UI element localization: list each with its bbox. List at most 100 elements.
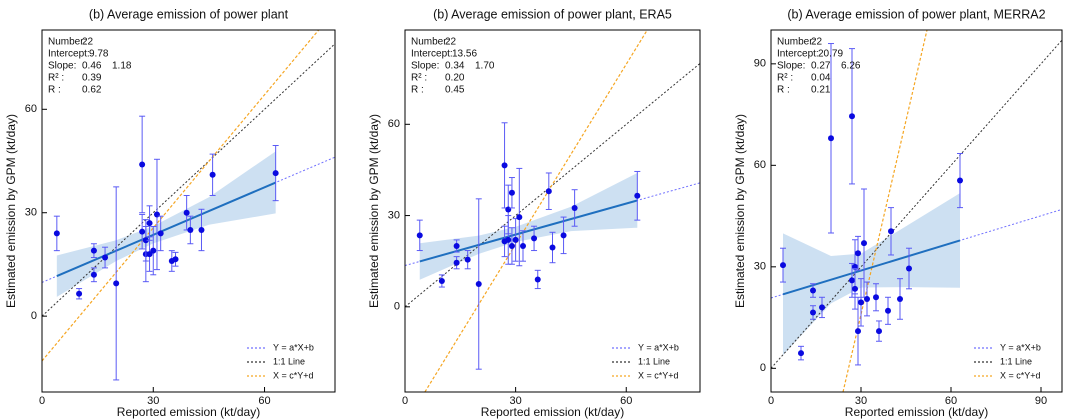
point xyxy=(852,285,858,292)
point xyxy=(453,242,460,249)
panel: (b) Average emission of power plant, ERA… xyxy=(367,7,701,419)
stat-label: R² : xyxy=(411,73,427,84)
point xyxy=(157,230,164,237)
point xyxy=(150,247,157,254)
stat-value: 0.04 xyxy=(811,73,831,84)
x-tick-label: 60 xyxy=(620,395,632,407)
point xyxy=(873,294,879,301)
y-tick-label: 60 xyxy=(25,103,37,115)
stat-value: 9.78 xyxy=(89,49,109,60)
y-axis-label: Estimated emission by GPM (kt/day) xyxy=(733,114,747,308)
point xyxy=(272,170,279,177)
point xyxy=(453,259,460,266)
point xyxy=(885,307,891,314)
stat-value: 0.27 xyxy=(811,61,831,72)
panel: (b) Average emission of power plant Repor… xyxy=(4,7,336,419)
stat-label: Slope: xyxy=(411,61,439,72)
plot-frame xyxy=(770,29,1063,393)
chart-title: (b) Average emission of power plant, ERA… xyxy=(433,7,672,21)
x-tick-label: 90 xyxy=(1035,395,1047,407)
legend-label: X = c*Y+d xyxy=(273,370,314,380)
stat-value: 0.62 xyxy=(82,85,102,96)
y-tick-label: 90 xyxy=(754,58,766,70)
stat-label: R² : xyxy=(48,73,64,84)
stat-value: 22 xyxy=(445,37,457,48)
legend-label: Y = a*X+b xyxy=(1000,342,1041,352)
point xyxy=(888,228,894,235)
point xyxy=(76,290,83,297)
legend-label: X = c*Y+d xyxy=(1000,370,1041,380)
x-axis-label: Reported emission (kt/day) xyxy=(481,405,624,419)
point xyxy=(828,135,834,142)
plot-area xyxy=(405,30,700,392)
x-tick-label: 0 xyxy=(768,395,774,407)
plot-frame xyxy=(41,29,336,393)
point xyxy=(139,228,146,235)
x-tick-label: 0 xyxy=(402,395,408,407)
stat-label: Intercept: xyxy=(777,49,819,60)
stat-value: 6.26 xyxy=(841,61,861,72)
stat-value: 13.56 xyxy=(452,49,477,60)
stat-value: 1.18 xyxy=(112,61,132,72)
point xyxy=(475,281,482,288)
one-to-one-line xyxy=(405,63,700,308)
point xyxy=(142,237,149,244)
x-tick-label: 0 xyxy=(39,395,45,407)
point xyxy=(780,262,786,269)
fit-line xyxy=(419,199,638,263)
point xyxy=(508,242,515,249)
point xyxy=(849,277,855,284)
point xyxy=(906,265,912,272)
stat-label: R : xyxy=(48,85,61,96)
x-tick-label: 60 xyxy=(945,395,957,407)
orth-fit-line xyxy=(42,30,320,362)
point xyxy=(139,161,146,168)
stat-value: 22 xyxy=(811,37,823,48)
x-axis-label: Reported emission (kt/day) xyxy=(845,405,988,419)
point xyxy=(855,328,861,335)
point xyxy=(858,299,864,306)
point xyxy=(505,206,512,213)
orth-fit-line xyxy=(842,30,928,392)
stat-value: 22 xyxy=(82,37,94,48)
point xyxy=(505,236,512,243)
point xyxy=(90,247,97,254)
chart-title: (b) Average emission of power plant xyxy=(89,7,289,21)
point xyxy=(464,256,471,263)
y-axis-label: Estimated emission by GPM (kt/day) xyxy=(4,114,18,308)
y-tick-label: 60 xyxy=(754,159,766,171)
legend-label: 1:1 Line xyxy=(273,356,305,366)
plot-area xyxy=(42,30,335,381)
point xyxy=(531,235,538,242)
point xyxy=(798,350,804,357)
stat-value: 20.79 xyxy=(818,49,843,60)
point xyxy=(897,295,903,302)
x-tick-label: 30 xyxy=(147,395,159,407)
y-tick-label: 30 xyxy=(388,209,400,221)
x-tick-label: 60 xyxy=(258,395,270,407)
point xyxy=(520,242,526,249)
point xyxy=(187,226,194,233)
point xyxy=(172,256,179,263)
point xyxy=(876,328,882,335)
point xyxy=(183,209,190,216)
stat-label: Slope: xyxy=(48,61,76,72)
confidence-band xyxy=(783,193,960,356)
confidence-band xyxy=(419,172,638,280)
y-tick-label: 0 xyxy=(31,310,37,322)
point xyxy=(209,171,216,178)
chart-title: (b) Average emission of power plant, MER… xyxy=(787,7,1045,21)
stat-label: Intercept: xyxy=(48,49,90,60)
stat-label: R : xyxy=(777,85,790,96)
point xyxy=(102,254,109,261)
stat-value: 0.20 xyxy=(445,73,465,84)
point xyxy=(534,276,541,283)
confidence-band xyxy=(56,151,276,297)
stat-label: R : xyxy=(411,85,424,96)
y-tick-label: 30 xyxy=(754,261,766,273)
point xyxy=(198,226,205,233)
point xyxy=(810,287,816,294)
point xyxy=(146,220,153,227)
fit-line xyxy=(56,181,277,278)
